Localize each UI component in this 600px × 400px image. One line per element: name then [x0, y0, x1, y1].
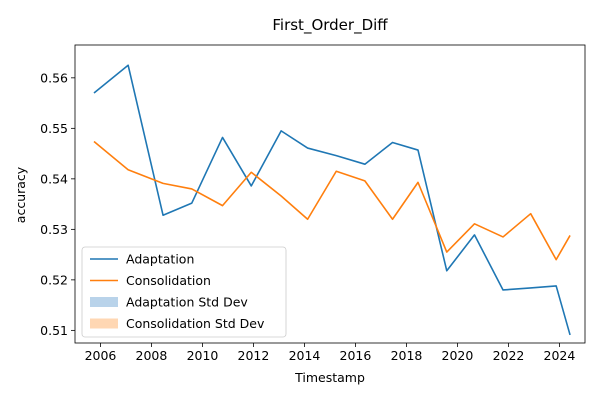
legend-label-adaptation: Adaptation [126, 252, 194, 267]
x-tick-label: 2012 [238, 348, 270, 363]
y-tick-label: 0.56 [40, 70, 68, 85]
x-tick-label: 2006 [85, 348, 117, 363]
x-tick-label: 2022 [493, 348, 525, 363]
plot-area: 2006 2008 2010 2012 2014 2016 2018 2020 2022 2024… [40, 44, 586, 363]
x-tick-label: 2024 [544, 348, 576, 363]
chart-title: First_Order_Diff [272, 16, 388, 35]
legend: Adaptation Consolidation Adaptation Std De… [81, 246, 287, 338]
series-line-consolidation [93, 140, 571, 261]
y-axis-label: accuracy [13, 166, 28, 223]
y-tick-label: 0.52 [40, 272, 68, 287]
legend-label-consolidation-std-dev: Consolidation Std Dev [126, 316, 265, 331]
x-tick-label: 2014 [289, 348, 321, 363]
x-tick-label: 2016 [340, 348, 372, 363]
y-tick-label: 0.54 [40, 171, 68, 186]
x-tick-label: 2008 [136, 348, 168, 363]
x-tick-label: 2018 [391, 348, 423, 363]
y-tick-label: 0.53 [40, 222, 68, 237]
plot-frame [74, 44, 586, 344]
legend-label-adaptation-std-dev: Adaptation Std Dev [126, 295, 248, 310]
legend-swatch-consolidation-std-dev [90, 318, 118, 329]
x-tick-label: 2010 [187, 348, 219, 363]
legend-box [81, 246, 287, 338]
legend-label-consolidation: Consolidation [126, 273, 211, 288]
y-tick-label: 0.51 [40, 323, 68, 338]
y-tick-label: 0.55 [40, 121, 68, 136]
x-axis-label: Timestamp [294, 370, 365, 385]
series-line-adaptation [93, 64, 571, 336]
legend-swatch-adaptation-std-dev [90, 297, 118, 307]
x-tick-label: 2020 [442, 348, 474, 363]
